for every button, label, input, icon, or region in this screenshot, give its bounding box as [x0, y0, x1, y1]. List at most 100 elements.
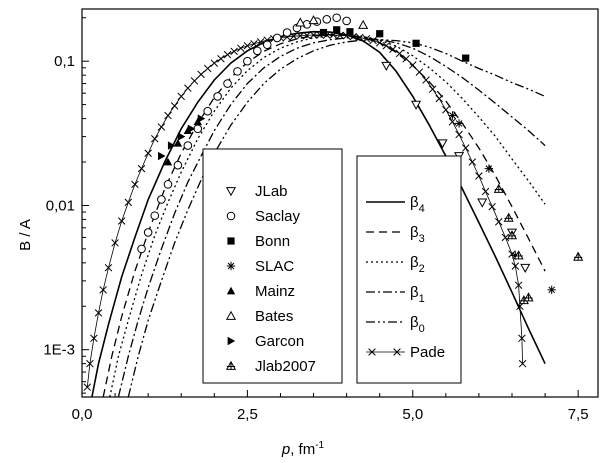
pade-cross-marker: [151, 134, 159, 143]
axis-ticks-layer: 0,0 2,5 5,0 7,5 1E-3 0,01 0,1: [43, 17, 589, 423]
point-slac: [547, 285, 556, 295]
pade-cross-marker: [514, 281, 523, 289]
pade-cross-marker: [230, 47, 238, 56]
pade-cross-marker: [99, 286, 107, 294]
pade-cross-marker: [223, 50, 232, 59]
pade-cross-marker: [90, 334, 98, 343]
pade-cross-marker: [435, 94, 443, 103]
pade-cross-marker: [395, 49, 404, 58]
legend-label-bates: Bates: [255, 308, 293, 325]
curve--1: [117, 37, 546, 397]
pade-cross-marker: [131, 180, 139, 189]
pade-cross-marker: [356, 33, 364, 42]
pade-cross-marker: [518, 359, 527, 368]
point-saclay: [243, 56, 252, 66]
point-saclay: [213, 92, 222, 101]
point-saclay: [302, 20, 312, 29]
legend-data-box: [202, 148, 343, 384]
legend-label-base: β: [410, 314, 419, 331]
legend-label--1: β1: [410, 284, 425, 305]
point-jlab: [437, 139, 448, 149]
pade-cross-marker: [137, 164, 146, 173]
pade-cross-marker: [455, 130, 463, 139]
legend-label--2: β2: [410, 254, 425, 275]
legend-marker-slac: [226, 261, 236, 271]
point-bonn: [376, 30, 384, 38]
legend-marker-saclay: [226, 211, 236, 221]
pade-cross-marker: [375, 39, 384, 47]
pade-cross-marker: [468, 158, 477, 166]
point-jlab: [411, 100, 422, 110]
pade-cross-marker: [203, 64, 212, 73]
point-garcon: [197, 114, 206, 123]
pade-cross-marker: [389, 45, 397, 53]
pade-cross-marker: [184, 84, 192, 92]
pade-cross-marker: [289, 32, 298, 40]
pade-cross-marker: [157, 123, 166, 131]
x-axis-title-var: p: [281, 441, 290, 458]
pade-cross-marker: [237, 44, 245, 52]
legend-pade-cross: [368, 348, 376, 356]
pade-cross-marker: [111, 239, 119, 247]
point-saclay: [282, 28, 292, 37]
pade-cross-marker: [217, 54, 225, 63]
pade-cross-marker: [481, 187, 490, 196]
legend-label--3: β3: [410, 224, 425, 245]
legend-label-sub: 4: [419, 203, 425, 215]
point-saclay: [223, 79, 232, 88]
point-mainz: [173, 139, 183, 147]
pade-cross-marker: [177, 92, 185, 101]
legend-marker-mainz: [226, 286, 236, 295]
point-jlab: [477, 198, 488, 208]
pade-cross-marker: [475, 172, 483, 180]
y-axis-title: B / A: [17, 219, 34, 251]
pade-cross-marker: [296, 32, 305, 40]
y-tick-label: 0,1: [54, 53, 75, 70]
pade-cross-marker: [164, 111, 172, 120]
pade-cross-marker: [256, 38, 265, 46]
legend-label-base: β: [410, 284, 419, 301]
pade-cross-marker: [448, 118, 457, 126]
point-jlab: [520, 263, 531, 273]
point-saclay: [137, 244, 146, 254]
pade-cross-marker: [511, 262, 520, 270]
pade-cross-marker: [495, 218, 503, 226]
legend-marker-bonn: [227, 237, 235, 245]
x-tick-label: 5,0: [402, 406, 423, 423]
pade-cross-marker: [382, 41, 391, 50]
point-jlab: [381, 61, 392, 71]
curve--4: [91, 30, 546, 397]
x-tick-label: 0,0: [72, 406, 93, 423]
pade-cross-marker: [362, 35, 371, 43]
pade-cross-marker: [104, 263, 113, 272]
pade-cross-marker: [409, 61, 417, 69]
y-tick-label: 1E-3: [43, 342, 75, 359]
pade-cross-marker: [518, 334, 526, 343]
pade-cross-marker: [422, 76, 430, 84]
pade-cross-marker: [190, 77, 199, 85]
point-saclay: [150, 211, 160, 220]
point-bates: [358, 19, 369, 29]
pade-cross-marker: [488, 202, 496, 211]
point-saclay: [173, 160, 183, 170]
point-slac: [454, 119, 464, 128]
point-slac: [448, 111, 457, 120]
point-saclay: [332, 13, 341, 23]
legend-label-jlab2007: Jlab2007: [255, 358, 316, 375]
pade-cross-marker: [197, 70, 205, 79]
legend-label-base: β: [410, 194, 419, 211]
point-jlab2007: [493, 183, 504, 193]
point-saclay: [233, 67, 242, 76]
curve-pade: [86, 34, 523, 388]
pade-cross-marker: [309, 31, 318, 39]
point-bonn: [412, 39, 420, 47]
point-garcon: [158, 151, 166, 161]
point-garcon: [187, 124, 196, 133]
legend-marker-jlab2007: [225, 360, 237, 370]
point-jlab2007: [503, 212, 514, 222]
curve--0: [127, 39, 546, 397]
point-saclay: [163, 180, 173, 189]
legend-label-sub: 3: [419, 233, 425, 245]
x-tick-label: 2,5: [237, 406, 258, 423]
